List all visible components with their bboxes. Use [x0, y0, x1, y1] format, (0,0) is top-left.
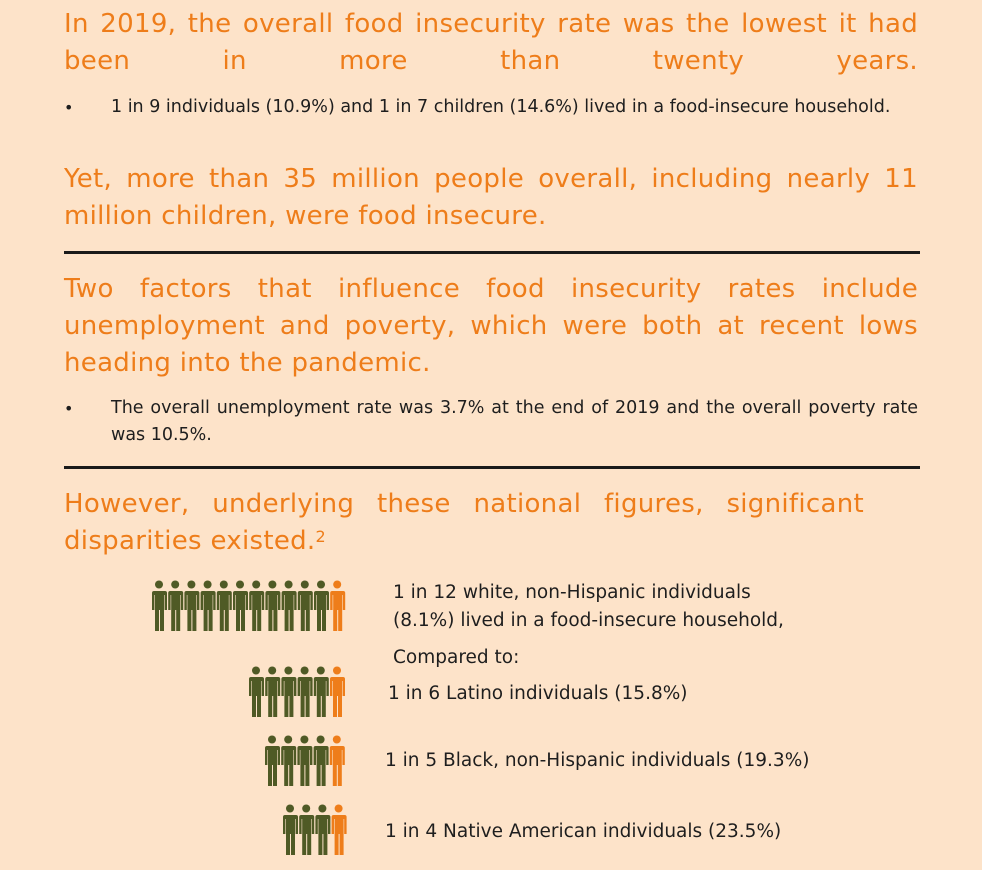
bullet-dot: • — [64, 98, 74, 117]
person-icon — [281, 666, 297, 717]
person-icon — [281, 735, 297, 786]
footnote-marker: 2 — [315, 527, 326, 546]
person-icon — [200, 580, 216, 631]
bullet-individuals-children: • 1 in 9 individuals (10.9%) and 1 in 7 … — [64, 94, 918, 121]
person-icon — [168, 580, 184, 631]
heading-disparities: However, underlying these national figur… — [64, 489, 864, 556]
bullet-unemployment-poverty: • The overall unemployment rate was 3.7%… — [64, 395, 918, 449]
compared-to-label: Compared to: — [393, 647, 520, 668]
person-icon — [265, 735, 280, 786]
label-white: 1 in 12 white, non-Hispanic individuals … — [393, 579, 784, 635]
person-icon — [297, 666, 313, 717]
heading-two-factors: Two factors that influence food insecuri… — [64, 274, 918, 378]
person-icon — [249, 580, 265, 631]
person-icon — [249, 666, 264, 717]
icon-row-black — [265, 735, 351, 789]
person-icon — [265, 666, 281, 717]
person-icon — [184, 580, 200, 631]
person-icon — [313, 666, 329, 717]
person-icon — [329, 735, 345, 786]
person-icon — [330, 666, 345, 717]
label-white-line2: (8.1%) lived in a food-insecure househol… — [393, 610, 784, 631]
section-divider — [64, 251, 920, 254]
person-icon — [281, 580, 297, 631]
person-icon — [314, 580, 329, 631]
heading-35-million: Yet, more than 35 million people overall… — [64, 164, 918, 231]
label-black: 1 in 5 Black, non-Hispanic individuals (… — [385, 750, 810, 771]
person-icon — [233, 580, 248, 631]
bullet-text: The overall unemployment rate was 3.7% a… — [111, 398, 918, 445]
person-icon — [297, 735, 313, 786]
heading-lowest-rate: In 2019, the overall food insecurity rat… — [64, 9, 918, 76]
label-native-american: 1 in 4 Native American individuals (23.5… — [385, 821, 782, 842]
person-icon — [315, 804, 331, 855]
bullet-dot: • — [64, 399, 74, 418]
section-divider — [64, 466, 920, 469]
person-icon — [330, 580, 346, 631]
icon-row-native-american — [283, 804, 351, 858]
bullet-text: 1 in 9 individuals (10.9%) and 1 in 7 ch… — [111, 97, 891, 117]
icon-row-latino — [249, 666, 351, 720]
icon-row-white — [152, 580, 350, 634]
label-latino: 1 in 6 Latino individuals (15.8%) — [388, 683, 688, 704]
person-icon — [216, 580, 232, 631]
person-icon — [297, 580, 313, 631]
person-icon — [331, 804, 347, 855]
label-white-line1: 1 in 12 white, non-Hispanic individuals — [393, 582, 751, 603]
person-icon — [283, 804, 298, 855]
person-icon — [152, 580, 167, 631]
person-icon — [299, 804, 315, 855]
person-icon — [265, 580, 281, 631]
person-icon — [313, 735, 329, 786]
